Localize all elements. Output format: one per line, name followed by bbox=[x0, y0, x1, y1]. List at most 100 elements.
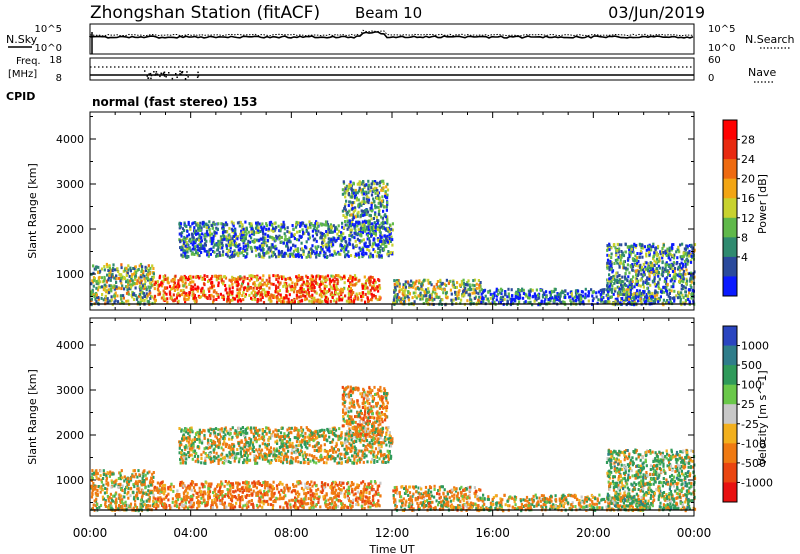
data-cell bbox=[389, 223, 392, 227]
data-cell bbox=[210, 277, 213, 281]
data-cell bbox=[629, 287, 632, 291]
data-cell bbox=[242, 254, 245, 257]
data-cell bbox=[212, 300, 215, 304]
data-cell bbox=[270, 282, 273, 286]
data-cell bbox=[182, 284, 185, 288]
data-cell bbox=[466, 283, 469, 287]
data-cell bbox=[564, 296, 567, 299]
data-cell bbox=[353, 255, 357, 258]
data-cell bbox=[187, 247, 190, 251]
data-cell bbox=[468, 283, 471, 287]
data-cell bbox=[616, 258, 619, 262]
data-cell bbox=[106, 494, 109, 498]
data-cell bbox=[652, 245, 655, 249]
data-cell bbox=[379, 481, 382, 485]
data-cell bbox=[231, 237, 234, 240]
data-cell bbox=[205, 234, 208, 238]
data-cell bbox=[102, 288, 105, 292]
data-cell bbox=[115, 274, 118, 278]
data-cell bbox=[268, 274, 271, 278]
data-cell bbox=[429, 281, 432, 285]
data-cell bbox=[664, 269, 667, 273]
data-cell bbox=[487, 290, 490, 294]
data-cell bbox=[295, 294, 298, 297]
data-cell bbox=[148, 278, 151, 282]
data-cell bbox=[369, 283, 372, 287]
data-cell bbox=[390, 227, 393, 231]
data-cell bbox=[349, 228, 352, 232]
data-cell bbox=[361, 497, 364, 501]
data-cell bbox=[105, 262, 108, 266]
data-cell bbox=[402, 283, 405, 287]
data-cell bbox=[352, 216, 356, 220]
data-cell bbox=[373, 278, 376, 282]
data-cell bbox=[200, 245, 203, 249]
data-cell bbox=[127, 282, 130, 286]
data-cell bbox=[653, 251, 656, 255]
data-cell bbox=[658, 277, 661, 281]
data-cell bbox=[244, 233, 247, 237]
data-cell bbox=[333, 229, 336, 233]
data-cell bbox=[295, 220, 298, 224]
data-cell bbox=[125, 485, 129, 489]
data-cell bbox=[289, 248, 292, 252]
data-cell bbox=[151, 279, 154, 283]
data-cell bbox=[679, 300, 682, 304]
data-cell bbox=[366, 278, 369, 282]
data-cell bbox=[225, 252, 228, 256]
data-cell bbox=[647, 247, 650, 251]
data-cell bbox=[625, 288, 628, 292]
data-cell bbox=[640, 293, 643, 297]
data-cell bbox=[242, 233, 245, 237]
data-cell bbox=[125, 274, 128, 277]
data-cell bbox=[312, 224, 315, 227]
data-cell bbox=[425, 299, 428, 303]
data-cell bbox=[374, 229, 377, 233]
data-cell bbox=[345, 299, 348, 303]
data-cell bbox=[607, 297, 610, 301]
data-cell bbox=[300, 223, 303, 227]
data-cell bbox=[369, 252, 372, 256]
data-cell bbox=[384, 227, 387, 231]
data-cell bbox=[355, 243, 358, 247]
data-cell bbox=[92, 487, 95, 491]
data-cell bbox=[126, 480, 129, 484]
data-cell bbox=[109, 278, 112, 282]
data-cell bbox=[507, 292, 510, 296]
data-cell bbox=[414, 287, 417, 291]
data-cell bbox=[396, 293, 399, 296]
data-cell bbox=[119, 494, 122, 498]
data-cell bbox=[684, 301, 687, 304]
data-cell bbox=[180, 293, 183, 297]
data-cell bbox=[473, 291, 476, 295]
data-cell bbox=[394, 286, 397, 290]
data-cell bbox=[119, 505, 122, 509]
data-cell bbox=[343, 275, 346, 279]
data-cell bbox=[264, 241, 267, 245]
data-cell bbox=[354, 228, 357, 232]
data-cell bbox=[418, 279, 421, 283]
data-cell bbox=[376, 251, 379, 255]
data-cell bbox=[194, 251, 198, 255]
data-cell bbox=[102, 286, 105, 290]
data-cell bbox=[463, 284, 466, 288]
data-cell bbox=[224, 221, 228, 225]
data-cell bbox=[556, 292, 559, 295]
data-cell bbox=[324, 243, 327, 247]
data-cell bbox=[402, 289, 405, 293]
data-cell bbox=[177, 291, 180, 295]
data-cell bbox=[366, 248, 369, 251]
data-cell bbox=[323, 292, 326, 296]
data-cell bbox=[669, 258, 672, 262]
data-cell bbox=[651, 264, 654, 268]
data-cell bbox=[377, 205, 380, 209]
data-cell bbox=[348, 277, 351, 281]
data-cell bbox=[394, 294, 397, 298]
data-cell bbox=[213, 250, 216, 254]
data-cell bbox=[340, 277, 343, 281]
data-cell bbox=[102, 469, 105, 473]
data-cell bbox=[659, 295, 662, 299]
data-cell bbox=[196, 501, 199, 505]
data-cell bbox=[666, 250, 669, 254]
data-cell bbox=[601, 295, 604, 299]
